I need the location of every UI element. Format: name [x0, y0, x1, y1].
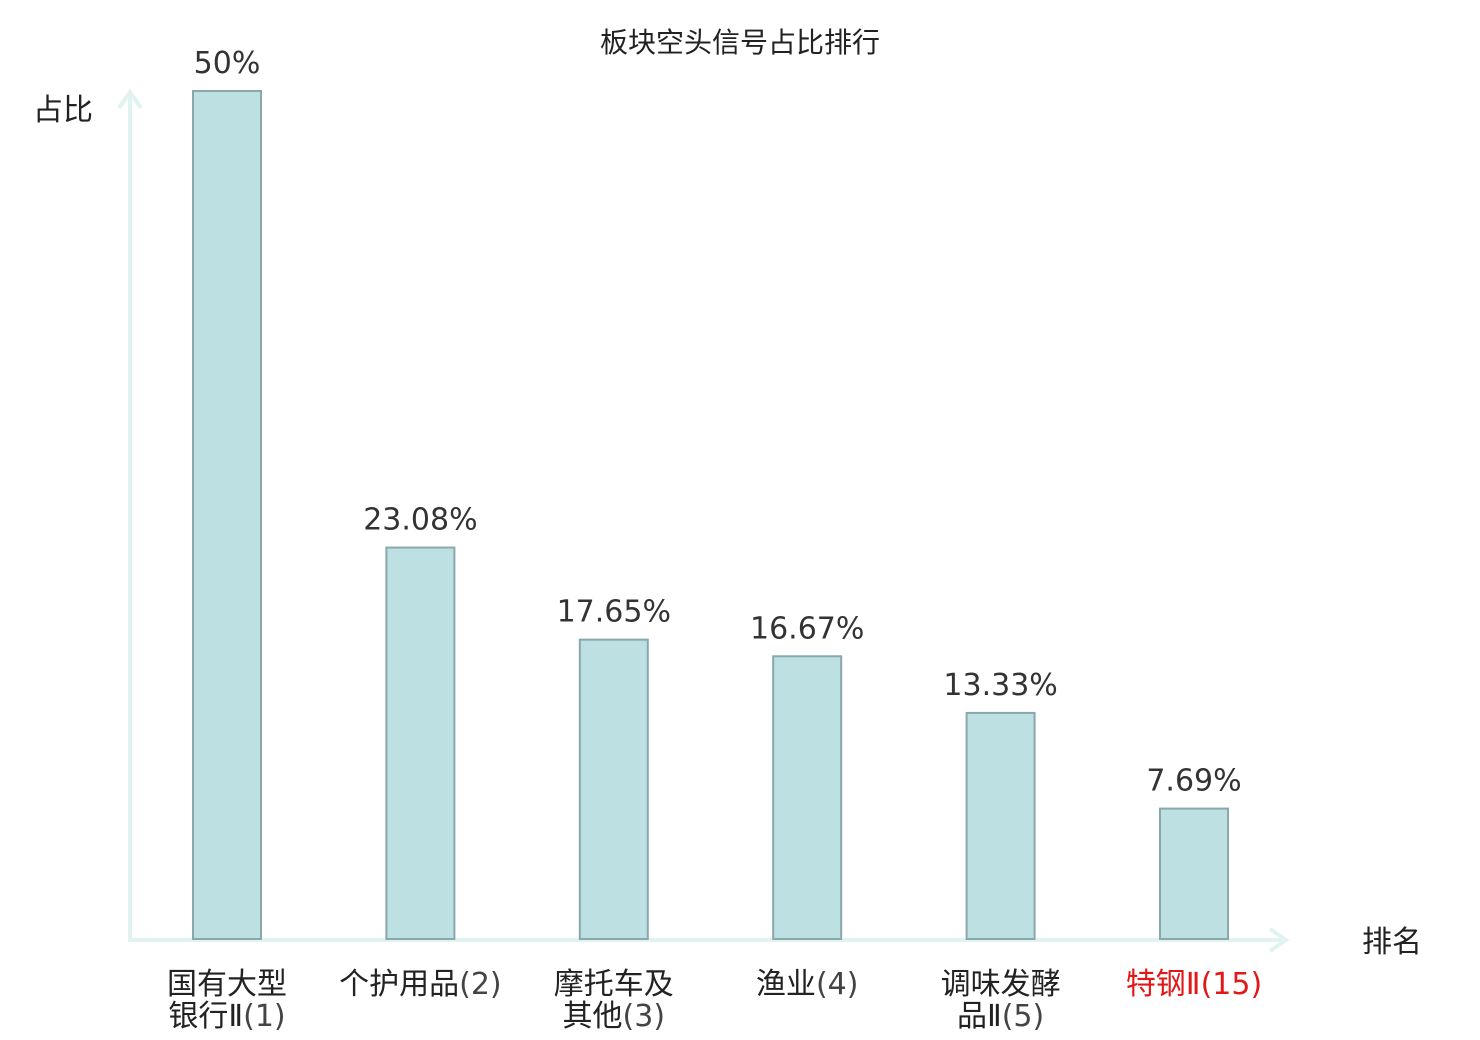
x-axis-label: 排名 [1362, 925, 1422, 960]
x-axis-arrow [1268, 927, 1290, 953]
y-axis-label: 占比 [33, 93, 93, 128]
value-labels: 50% 23.08% 17.65% 16.67% 13.33% 7.69% [194, 46, 1242, 799]
category-label-4: 渔业(4) [756, 967, 859, 1002]
category-label-1: 国有大型银行Ⅱ(1) [167, 967, 287, 1034]
value-label-6: 7.69% [1146, 764, 1241, 799]
bar-1 [192, 90, 262, 940]
bar-3 [578, 638, 649, 940]
value-label-1: 50% [194, 46, 261, 81]
category-labels: 国有大型银行Ⅱ(1) 个护用品(2) 摩托车及其他(3) 渔业(4) 调味发酵品Ⅱ(5)… [167, 967, 1262, 1034]
bar-5 [965, 711, 1036, 941]
value-label-4: 16.67% [750, 611, 864, 646]
bar-4 [772, 655, 843, 940]
category-label-6: 特钢Ⅱ(15) [1126, 967, 1262, 1002]
category-label-3: 摩托车及其他(3) [554, 967, 674, 1034]
y-axis-arrow [117, 88, 143, 110]
value-label-2: 23.08% [363, 503, 477, 538]
category-label-5: 调味发酵品Ⅱ(5) [941, 967, 1061, 1034]
bar-2 [385, 546, 456, 940]
category-label-2: 个护用品(2) [339, 967, 502, 1002]
y-axis: 占比 [33, 88, 143, 940]
x-axis: 排名 [128, 925, 1422, 960]
bars [192, 90, 1229, 941]
value-label-5: 13.33% [943, 668, 1057, 703]
bar-6 [1159, 807, 1229, 940]
value-label-3: 17.65% [557, 595, 671, 630]
chart-title: 板块空头信号占比排行 [600, 26, 880, 59]
